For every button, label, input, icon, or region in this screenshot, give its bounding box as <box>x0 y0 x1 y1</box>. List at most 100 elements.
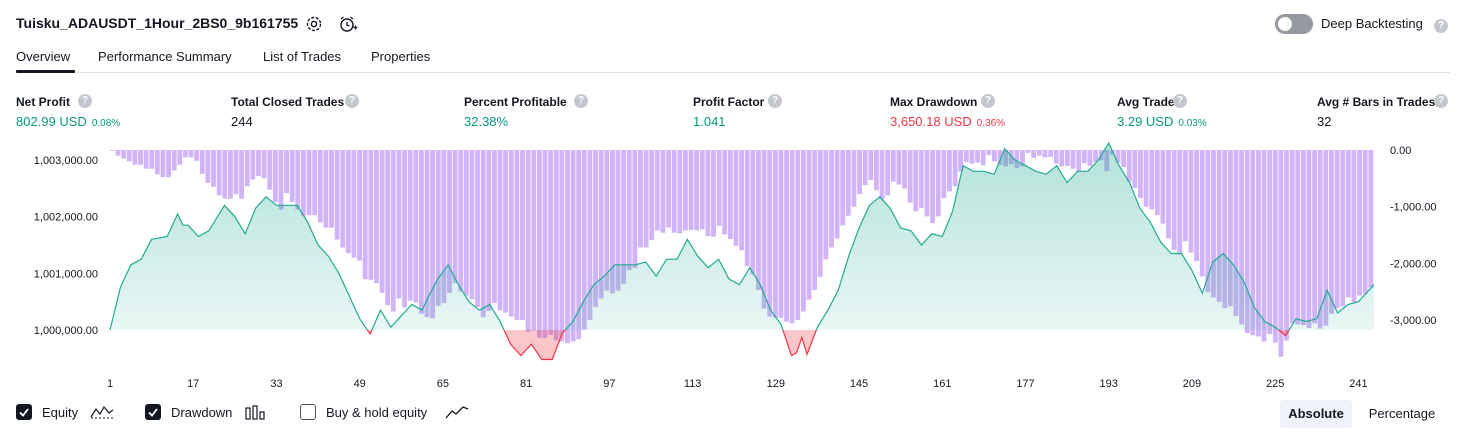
metric-percent-profitable-value-wrap: 32.38% <box>464 114 508 129</box>
drawdown-bar <box>497 150 503 311</box>
drawdown-bar <box>110 150 115 151</box>
drawdown-bar <box>666 150 671 228</box>
legend-buy-hold-equity[interactable]: Buy & hold equity <box>300 404 475 424</box>
drawdown-bar <box>1132 150 1138 188</box>
metric-avg-trade-percent: 0.03% <box>1178 118 1207 129</box>
drawdown-checkbox[interactable] <box>145 404 161 420</box>
drawdown-bar <box>503 150 509 313</box>
tab-properties[interactable]: Properties <box>371 49 431 64</box>
drawdown-bar <box>407 150 413 301</box>
drawdown-bar <box>812 150 818 290</box>
drawdown-bar <box>424 150 430 318</box>
drawdown-bar <box>879 150 885 200</box>
equity-line-icon <box>90 405 114 419</box>
metric-percent-profitable-info-icon[interactable]: ? <box>574 94 588 108</box>
metric-net-profit-info-icon[interactable]: ? <box>78 94 92 108</box>
drawdown-bar <box>1284 150 1289 341</box>
metric-total-closed-trades-info-icon[interactable]: ? <box>345 94 359 108</box>
drawdown-bar <box>756 150 761 290</box>
drawdown-bar <box>1087 150 1093 166</box>
drawdown-bar <box>615 150 621 291</box>
drawdown-bar <box>688 150 694 230</box>
drawdown-bar <box>154 150 160 175</box>
drawdown-bar <box>188 150 194 158</box>
drawdown-bar <box>542 150 548 339</box>
tab-list-of-trades[interactable]: List of Trades <box>263 49 342 64</box>
x-axis-tick-label: 17 <box>187 378 199 390</box>
drawdown-bar <box>1340 150 1346 307</box>
drawdown-bar <box>744 150 750 267</box>
drawdown-bar <box>374 150 379 284</box>
drawdown-bar <box>1227 150 1233 307</box>
drawdown-bar <box>256 150 261 177</box>
drawdown-bar <box>1149 150 1155 210</box>
metric-avg-bars-in-trades-value-wrap: 32 <box>1317 114 1331 129</box>
equity-drawdown-chart[interactable]: 1,000,000.00 1,001,000.00 1,002,000.00 1,00… <box>0 140 1466 400</box>
tab-overview[interactable]: Overview <box>16 49 71 64</box>
drawdown-bar <box>1138 150 1143 199</box>
drawdown-bar <box>834 150 840 239</box>
drawdown-bar <box>918 150 924 208</box>
drawdown-bar <box>306 150 312 216</box>
drawdown-bar <box>1081 150 1087 164</box>
equity-series <box>109 141 1375 361</box>
drawdown-bar <box>795 150 801 320</box>
legend-drawdown-label: Drawdown <box>171 405 233 420</box>
deep-backtesting-toggle[interactable] <box>1275 14 1313 34</box>
drawdown-bar <box>1115 150 1121 163</box>
drawdown-bar <box>1323 150 1329 326</box>
drawdown-bar <box>1306 150 1312 328</box>
drawdown-bar <box>947 150 952 192</box>
drawdown-bar <box>520 150 525 320</box>
drawdown-bar <box>121 150 127 159</box>
legend-equity[interactable]: Equity <box>16 404 116 424</box>
metric-avg-bars-in-trades-label: Avg # Bars in Trades <box>1317 95 1436 109</box>
drawdown-bar <box>143 150 149 169</box>
drawdown-bar <box>817 150 823 277</box>
metric-max-drawdown-info-icon[interactable]: ? <box>981 94 995 108</box>
drawdown-bar <box>1126 150 1132 182</box>
drawdown-bar <box>295 150 301 210</box>
drawdown-bar <box>1171 150 1177 250</box>
drawdown-bar <box>621 150 627 284</box>
drawdown-bar <box>486 150 492 311</box>
drawdown-bar <box>671 150 677 233</box>
drawdown-bar <box>1211 150 1216 298</box>
drawdown-bar <box>1368 150 1374 288</box>
metric-avg-trade-info-icon[interactable]: ? <box>1173 94 1187 108</box>
help-question-icon[interactable]: ? <box>1434 19 1448 33</box>
drawdown-bar <box>222 150 228 199</box>
drawdown-bar <box>396 150 402 299</box>
drawdown-bar <box>890 150 896 182</box>
drawdown-bar <box>351 150 357 258</box>
drawdown-bar <box>767 150 773 317</box>
drawdown-bar <box>536 150 542 338</box>
tab-performance-summary[interactable]: Performance Summary <box>98 49 232 64</box>
metric-total-closed-trades-value-wrap: 244 <box>231 114 253 129</box>
drawdown-bar <box>492 150 497 303</box>
add-alert-clock-icon[interactable] <box>338 14 358 34</box>
metric-avg-bars-in-trades-info-icon[interactable]: ? <box>1434 94 1448 108</box>
drawdown-bar <box>727 150 733 239</box>
metric-profit-factor-info-icon[interactable]: ? <box>768 94 782 108</box>
equity-checkbox[interactable] <box>16 404 32 420</box>
absolute-scale-button[interactable]: Absolute <box>1280 400 1352 428</box>
drawdown-bar <box>958 150 964 172</box>
drawdown-bar <box>604 150 610 291</box>
drawdown-bar <box>1261 150 1267 342</box>
drawdown-bar <box>340 150 346 248</box>
drawdown-bar <box>1362 150 1368 294</box>
drawdown-bar <box>1020 150 1025 167</box>
drawdown-bar <box>441 150 447 303</box>
buy-hold-checkbox[interactable] <box>300 404 316 420</box>
settings-gear-icon[interactable] <box>304 14 324 34</box>
drawdown-bar <box>1222 150 1228 309</box>
x-axis-tick-label: 97 <box>603 378 615 390</box>
drawdown-bar <box>1278 150 1284 357</box>
drawdown-bar <box>980 150 986 166</box>
legend-drawdown[interactable]: Drawdown <box>145 404 275 424</box>
drawdown-bar <box>211 150 216 187</box>
percentage-scale-button[interactable]: Percentage <box>1368 406 1436 421</box>
drawdown-bar <box>553 150 559 341</box>
left-axis-tick-label: 1,003,000.00 <box>34 155 98 167</box>
